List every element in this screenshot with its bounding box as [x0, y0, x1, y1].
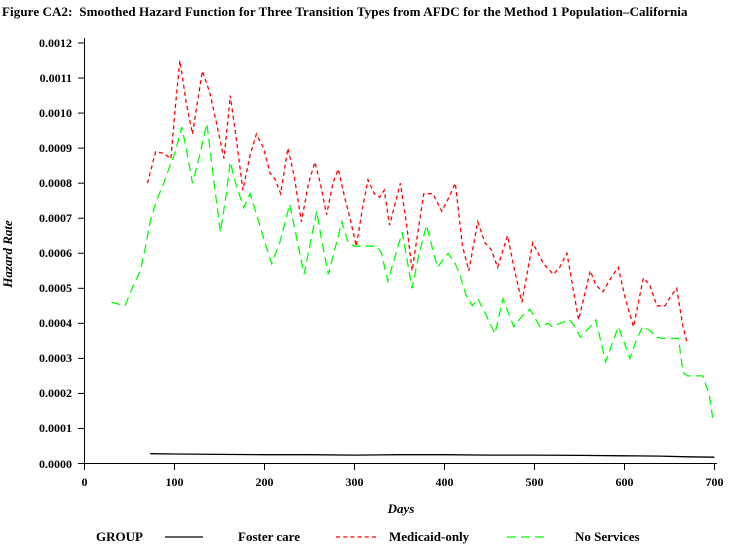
series-line-medicaid-only [146, 60, 689, 345]
y-axis-label: Hazard Rate [0, 220, 15, 288]
x-axis-label: Days [387, 501, 415, 516]
series-line-foster-care [150, 453, 715, 458]
chart-title: Figure CA2: Smoothed Hazard Function for… [2, 4, 688, 19]
series-line-no-services [111, 123, 714, 418]
